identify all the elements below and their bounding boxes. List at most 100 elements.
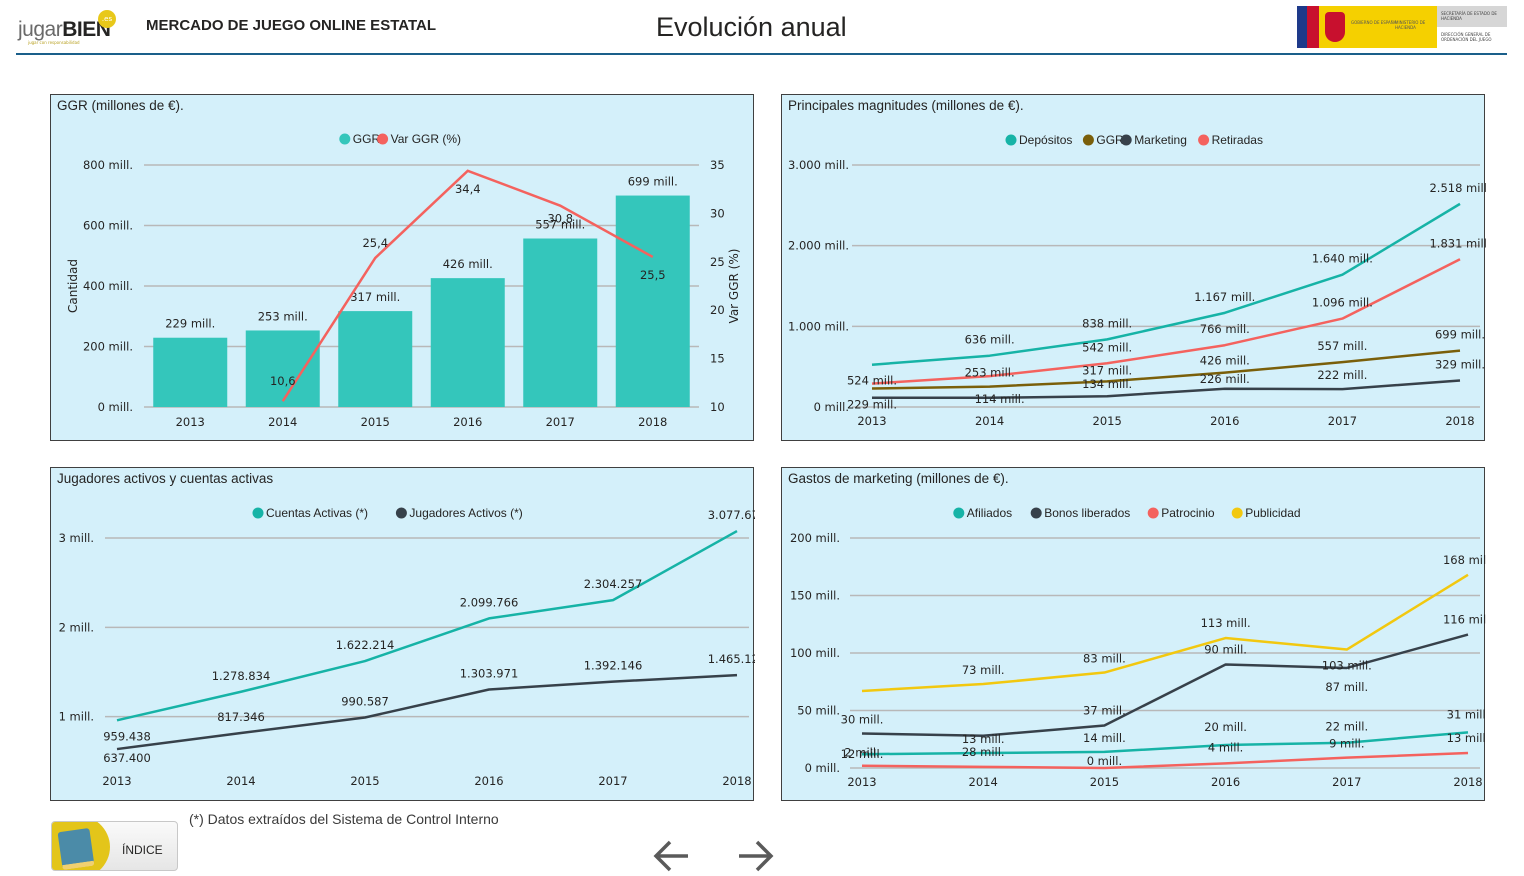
data-label: 2.099.766 — [460, 595, 519, 609]
gov-logo-text: DIRECCIÓN GENERAL DE ORDENACIÓN DEL JUEG… — [1437, 27, 1507, 48]
data-label: 817.346 — [217, 710, 265, 724]
series-line — [116, 529, 738, 722]
data-label: 14 mill. — [1083, 731, 1126, 745]
legend-marker — [1030, 507, 1042, 519]
x-tick-label: 2016 — [1210, 414, 1239, 428]
eu-flag-icon — [1297, 6, 1319, 48]
data-label: 103 mill. — [1322, 659, 1372, 673]
logo-badge: .es — [98, 10, 116, 28]
data-label: 2.304.257 — [584, 577, 643, 591]
footnote: (*) Datos extraídos del Sistema de Contr… — [189, 811, 499, 827]
x-tick-label: 2013 — [857, 414, 886, 428]
x-tick-label: 2016 — [1211, 775, 1240, 789]
gov-logo-text: MINISTERIO DE HACIENDA — [1395, 20, 1426, 30]
legend-marker — [339, 133, 351, 145]
x-tick-label: 2013 — [176, 415, 205, 429]
data-label: 113 mill. — [1201, 616, 1251, 630]
legend-marker — [1198, 134, 1210, 146]
data-label: 28 mill. — [962, 745, 1005, 759]
line-data-label: 25,4 — [362, 236, 388, 250]
y2-tick-label: 20 — [710, 303, 725, 317]
line-data-label: 30,8 — [547, 212, 573, 226]
data-label: 0 mill. — [1087, 754, 1122, 768]
series-line — [116, 673, 738, 751]
y-tick-label: 3 mill. — [59, 531, 94, 545]
x-tick-label: 2015 — [361, 415, 390, 429]
x-tick-label: 2016 — [474, 774, 503, 788]
x-tick-label: 2015 — [1093, 414, 1122, 428]
y-tick-label: 1.000 mill. — [788, 319, 849, 333]
header-divider — [16, 53, 1507, 55]
index-button[interactable]: ÍNDICE — [51, 821, 178, 871]
y-tick-label: 100 mill. — [790, 646, 840, 660]
bar-data-label: 557 mill. — [535, 218, 585, 232]
y-tick-label: 0 mill. — [98, 400, 133, 414]
legend-marker — [1120, 134, 1132, 146]
data-label: 766 mill. — [1200, 322, 1250, 336]
data-label: 116 mill. — [1443, 613, 1486, 627]
data-label: 1.640 mill. — [1312, 252, 1373, 266]
legend-label: Marketing — [1134, 133, 1187, 147]
data-label: 13 mill. — [962, 732, 1005, 746]
data-label: 31 mill. — [1447, 707, 1486, 721]
y-tick-label: 3.000 mill. — [788, 158, 849, 172]
y2-tick-label: 10 — [710, 400, 725, 414]
bar — [153, 337, 228, 407]
data-label: 1.278.834 — [212, 669, 271, 683]
arrow-left-icon[interactable] — [652, 836, 692, 876]
jugadores-chart-panel[interactable]: Jugadores activos y cuentas activas 1 mi… — [50, 467, 755, 801]
data-label: 990.587 — [341, 695, 389, 709]
legend-marker — [1231, 507, 1243, 519]
data-label: 13 mill. — [1447, 731, 1486, 745]
x-tick-label: 2016 — [453, 415, 482, 429]
gov-logo-text: SECRETARÍA DE ESTADO DE HACIENDA — [1437, 6, 1507, 27]
page-title: Evolución anual — [656, 12, 847, 42]
bar — [523, 238, 598, 407]
x-tick-label: 2018 — [1445, 414, 1474, 428]
data-label: 1.465.129 — [708, 652, 755, 666]
y2-axis-title: Var GGR (%) — [727, 249, 741, 324]
coat-of-arms-icon — [1325, 12, 1345, 42]
data-label: 229 mill. — [847, 398, 897, 412]
chart-title: Principales magnitudes (millones de €). — [788, 98, 1024, 113]
y-tick-label: 150 mill. — [790, 589, 840, 603]
ggr-chart: 0 mill. 200 mill. 400 mill. 600 mill. 800 mi… — [66, 132, 741, 429]
legend-label: Cuentas Activas (*) — [266, 506, 368, 520]
data-label: 524 mill. — [847, 374, 897, 388]
data-label: 90 mill. — [1204, 643, 1247, 657]
data-label: 12 mill. — [841, 747, 884, 761]
data-label: 1.303.971 — [460, 667, 519, 681]
series-line — [861, 751, 1469, 770]
series-line — [871, 349, 1461, 390]
bar — [245, 330, 320, 407]
y-tick-label: 200 mill. — [790, 531, 840, 545]
data-label: 426 mill. — [1200, 354, 1250, 368]
magnitudes-chart-panel[interactable]: Principales magnitudes (millones de €). … — [781, 94, 1486, 441]
bar-data-label: 229 mill. — [165, 317, 215, 331]
data-label: 1.392.146 — [584, 659, 643, 673]
arrow-right-icon[interactable] — [735, 836, 775, 876]
legend-label: Afiliados — [967, 506, 1012, 520]
line-data-label: 25,5 — [640, 268, 666, 282]
marketing-chart-panel[interactable]: Gastos de marketing (millones de €). 0 m… — [781, 467, 1486, 801]
data-label: 1.167 mill. — [1194, 290, 1255, 304]
x-tick-label: 2014 — [975, 414, 1004, 428]
y-tick-label: 2.000 mill. — [788, 239, 849, 253]
ggr-chart-panel[interactable]: GGR (millones de €). 0 mill. 200 mill. 400… — [50, 94, 754, 441]
data-label: 2 mill. — [844, 746, 879, 760]
bar-data-label: 426 mill. — [443, 257, 493, 271]
legend-label: Patrocinio — [1161, 506, 1215, 520]
series-line — [872, 379, 1461, 400]
y-tick-label: 1 mill. — [59, 710, 94, 724]
data-label: 557 mill. — [1317, 339, 1367, 353]
line-data-label: 34,4 — [455, 182, 481, 196]
y2-tick-label: 30 — [710, 206, 725, 220]
x-tick-label: 2018 — [638, 415, 667, 429]
legend-label: Bonos liberados — [1044, 506, 1130, 520]
series-line — [871, 258, 1461, 385]
jugarbien-logo[interactable]: jugarBIEN .es jugar con responsabilidad — [18, 10, 128, 46]
report-subtitle: MERCADO DE JUEGO ONLINE ESTATAL — [146, 17, 437, 34]
series-line — [861, 573, 1469, 693]
x-tick-label: 2017 — [546, 415, 575, 429]
x-tick-label: 2017 — [598, 774, 627, 788]
